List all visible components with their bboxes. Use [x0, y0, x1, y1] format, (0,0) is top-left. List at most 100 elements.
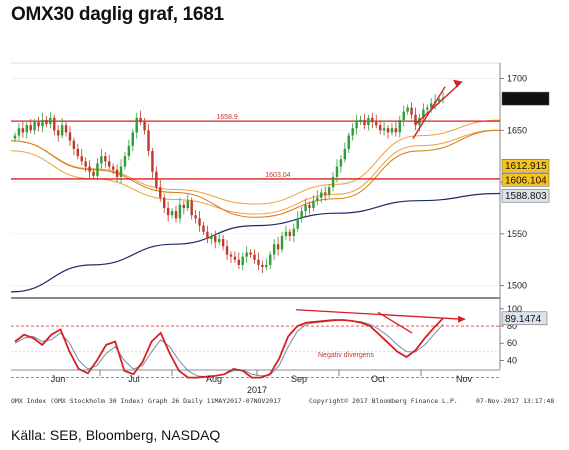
candle-body	[76, 148, 80, 157]
candle-body	[29, 125, 32, 131]
value-badge	[501, 158, 550, 173]
candle-body	[241, 256, 244, 265]
candle-body	[359, 119, 362, 123]
candle-body	[327, 187, 331, 195]
value-badge	[501, 188, 550, 203]
candle-body	[13, 135, 17, 139]
year-label: 2017	[247, 385, 267, 395]
candle-body	[265, 264, 268, 268]
candle-body	[60, 125, 64, 136]
stoch-tick-label: 100	[507, 304, 522, 314]
candle-body	[56, 130, 60, 136]
candle-body	[119, 166, 123, 177]
candle-body	[166, 207, 170, 216]
candle-body	[402, 111, 405, 120]
price-panel-frame	[11, 62, 501, 300]
candle-body	[123, 156, 127, 167]
candle-body	[155, 171, 158, 188]
candle-body	[72, 140, 76, 149]
candle-body	[41, 119, 44, 127]
candle-body	[170, 211, 174, 216]
stoch-tick-label: 40	[507, 355, 517, 365]
candle-body	[104, 156, 107, 162]
candle-body	[174, 211, 178, 219]
candle-body	[288, 231, 292, 236]
candle-body	[249, 252, 252, 255]
candle-body	[190, 200, 193, 216]
candle-body	[272, 244, 276, 255]
candle-body	[398, 119, 402, 133]
divergence-line	[295, 309, 463, 320]
moving-averages	[10, 119, 501, 293]
candle-body	[17, 128, 21, 136]
candle-body	[335, 166, 339, 177]
candle-body	[410, 107, 413, 115]
month-label: Jul	[128, 374, 140, 384]
candle-body	[378, 125, 382, 131]
candle-body	[80, 156, 83, 162]
candle-body	[159, 187, 162, 198]
month-label: Aug	[206, 374, 222, 384]
candle-body	[276, 244, 280, 250]
candle-body	[96, 163, 99, 176]
candle-body	[257, 259, 260, 265]
candle-body	[217, 239, 221, 243]
candle-body	[312, 200, 315, 208]
price-tick-label: 1650	[507, 125, 527, 135]
level-label: 1603.04	[265, 172, 290, 179]
source-label: Källa: SEB, Bloomberg, NASDAQ	[11, 427, 221, 443]
candle-body	[253, 254, 256, 260]
trend-arrowhead	[453, 79, 462, 88]
candle-body	[206, 231, 209, 240]
ma-fast-lower-line	[10, 129, 501, 215]
candle-body	[68, 132, 72, 141]
candle-body	[414, 114, 417, 126]
candle-body	[237, 259, 241, 265]
stoch-tick-label: 80	[507, 321, 517, 331]
footer-left: OMX Index (OMX Stockholm 30 Index) Graph…	[11, 397, 282, 405]
candle-body	[53, 117, 56, 131]
candle-body	[162, 197, 166, 208]
candle-body	[292, 228, 296, 236]
candle-body	[221, 239, 225, 247]
stoch-value-badge	[501, 311, 548, 326]
candle-body	[386, 128, 390, 133]
price-value-badges: 1680.620 1612.915 1606.104 1588.803	[501, 91, 550, 203]
candle-body	[84, 161, 87, 167]
page-title: OMX30 daglig graf, 1681	[11, 4, 224, 25]
price-tick-label: 1500	[507, 281, 527, 291]
candle-body	[375, 122, 378, 126]
candle-body	[308, 204, 311, 208]
candle-body	[261, 264, 264, 268]
stoch-value-badge-label: 89.1474	[505, 314, 542, 325]
candle-body	[437, 99, 441, 102]
candle-body	[198, 218, 201, 226]
stoch-tick-label: 60	[507, 338, 517, 348]
candle-body	[210, 235, 213, 240]
trend-annotations	[412, 79, 463, 139]
candle-body	[131, 132, 135, 146]
candle-body	[351, 128, 354, 136]
divergence-line-lower	[377, 311, 413, 334]
candle-body	[367, 117, 370, 126]
candle-body	[182, 204, 186, 208]
candle-body	[284, 231, 288, 236]
candle-body	[363, 119, 366, 126]
candle-body	[280, 235, 284, 250]
value-badge	[501, 173, 550, 187]
ma-slow-line	[10, 192, 501, 293]
candle-body	[296, 218, 299, 229]
candle-body	[339, 159, 343, 167]
level-label: 1658.9	[216, 114, 238, 121]
candle-body	[300, 211, 303, 219]
candle-body	[355, 122, 358, 129]
candle-body	[304, 204, 307, 212]
candle-body	[406, 107, 409, 112]
candle-body	[186, 200, 189, 208]
candle-body	[92, 171, 95, 176]
candle-body	[37, 122, 40, 127]
price-tick-label: 1700	[507, 74, 527, 84]
candle-body	[233, 256, 237, 260]
candle-body	[214, 235, 217, 243]
candle-body	[426, 107, 429, 110]
